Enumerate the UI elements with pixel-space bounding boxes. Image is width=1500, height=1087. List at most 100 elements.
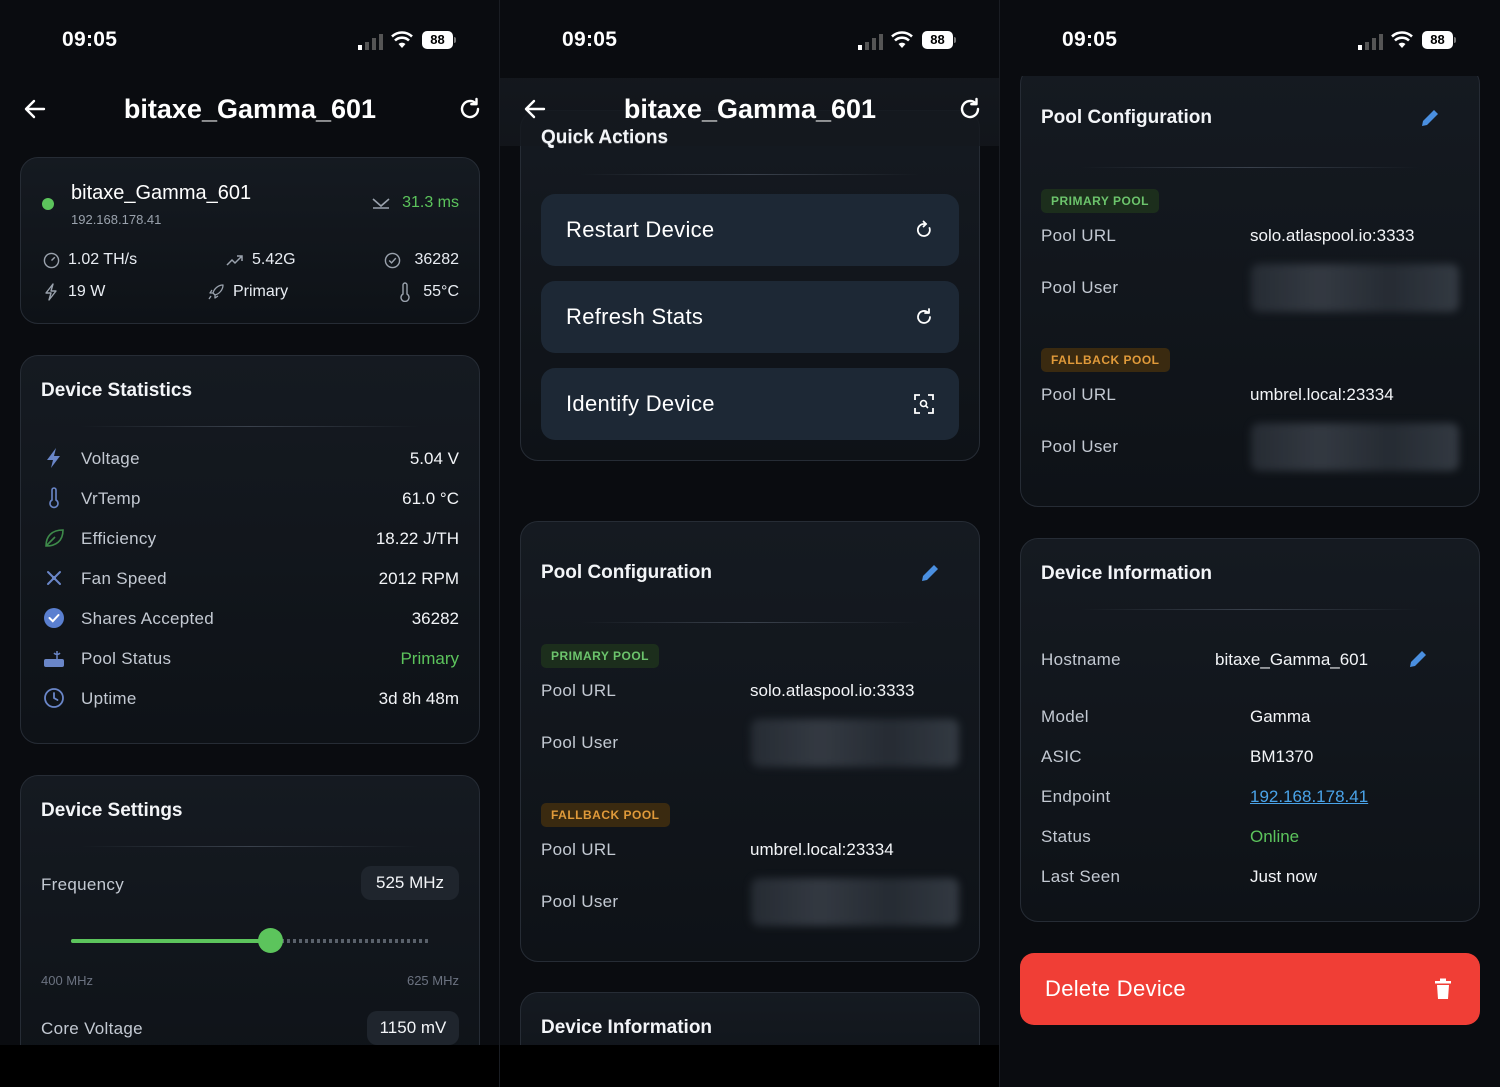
- stat-value: 36282: [411, 609, 459, 628]
- temp-value: 55°C: [423, 283, 459, 300]
- back-arrow-icon[interactable]: [522, 96, 548, 122]
- primary-pool-badge: PRIMARY POOL: [541, 644, 660, 668]
- refresh-icon[interactable]: [957, 96, 983, 122]
- shares-check-icon: [384, 252, 401, 269]
- status-time: 09:05: [1062, 28, 1118, 51]
- stat-label: Shares Accepted: [81, 609, 215, 628]
- device-summary-card[interactable]: bitaxe_Gamma_601 192.168.178.41 31.3 ms …: [20, 157, 480, 324]
- screen-info: Pool Configuration PRIMARY POOL Pool URL…: [1000, 0, 1500, 1087]
- gauge-icon: [43, 252, 60, 269]
- stat-label: Uptime: [81, 689, 137, 708]
- endpoint-label: Endpoint: [1041, 787, 1111, 806]
- header-overlay: [500, 78, 999, 146]
- signal-icon: [1358, 34, 1383, 50]
- stat-label: VrTemp: [81, 489, 141, 508]
- settings-title: Device Settings: [41, 800, 183, 821]
- online-dot: [42, 198, 54, 210]
- stat-value: 3d 8h 48m: [378, 689, 459, 708]
- delete-device-button[interactable]: Delete Device: [1020, 953, 1480, 1025]
- pool-url-label: Pool URL: [1041, 385, 1117, 404]
- frequency-value: 525 MHz: [361, 866, 459, 900]
- pool-url-label: Pool URL: [1041, 226, 1117, 245]
- device-statistics-card: Device Statistics Voltage 5.04 V VrTemp …: [20, 355, 480, 744]
- frequency-label: Frequency: [41, 875, 125, 894]
- pool-url-label: Pool URL: [541, 681, 617, 700]
- refresh-icon: [917, 308, 931, 324]
- fallback-pool-url: umbrel.local:23334: [750, 840, 894, 859]
- asic-label: ASIC: [1041, 747, 1082, 766]
- edit-hostname-icon[interactable]: [1407, 648, 1429, 670]
- model-label: Model: [1041, 707, 1089, 726]
- endpoint-link[interactable]: 192.168.178.41: [1250, 787, 1369, 806]
- hashrate-value: 1.02 TH/s: [68, 251, 138, 268]
- pool-user-redacted: [751, 719, 959, 767]
- stat-label: Pool Status: [81, 649, 172, 668]
- status-time: 09:05: [62, 28, 118, 51]
- refresh-stats-button[interactable]: Refresh Stats: [541, 281, 959, 353]
- hostname-value: bitaxe_Gamma_601: [1215, 650, 1369, 669]
- trash-icon: [1435, 978, 1451, 999]
- divider: [581, 174, 919, 175]
- divider: [81, 426, 419, 427]
- summary-ip: 192.168.178.41: [71, 212, 162, 227]
- stat-value: 61.0 °C: [402, 489, 459, 508]
- page-title: bitaxe_Gamma_601: [623, 94, 877, 124]
- signal-icon: [358, 34, 383, 50]
- wifi-icon: [1391, 31, 1413, 48]
- core-voltage-label: Core Voltage: [41, 1019, 143, 1038]
- clock-icon: [44, 688, 64, 708]
- power-value: 19 W: [68, 283, 106, 300]
- pool-user-label: Pool User: [541, 733, 619, 752]
- pool-configuration-card: Pool Configuration PRIMARY POOL Pool URL…: [1020, 66, 1480, 507]
- edit-pencil-icon[interactable]: [1419, 107, 1441, 129]
- screen-overview: 09:05 88 bitaxe_Gamma_601 bitaxe_Gamma_6…: [0, 0, 500, 1087]
- frequency-slider-fill: [71, 939, 270, 943]
- latency-icon: [372, 198, 390, 209]
- last-seen-label: Last Seen: [1041, 867, 1121, 886]
- restart-device-button[interactable]: Restart Device: [541, 194, 959, 266]
- stat-label: Voltage: [81, 449, 140, 468]
- wifi-icon: [391, 31, 413, 48]
- status-bar: 09:05 88: [1000, 0, 1500, 76]
- quick-actions-title-overlay: Quick Actions: [541, 127, 669, 148]
- stat-value: Primary: [400, 649, 459, 668]
- primary-pool-badge: PRIMARY POOL: [1041, 189, 1160, 213]
- edit-pencil-icon[interactable]: [919, 562, 941, 584]
- pool-user-redacted: [1251, 264, 1459, 312]
- temp-icon: [400, 282, 410, 302]
- pool-config-title: Pool Configuration: [1041, 107, 1212, 128]
- back-arrow-icon[interactable]: [22, 96, 48, 122]
- primary-pool-url: solo.atlaspool.io:3333: [750, 681, 915, 700]
- divider: [1081, 167, 1419, 168]
- pool-user-redacted: [1251, 423, 1459, 471]
- latency-value: 31.3 ms: [402, 194, 459, 211]
- fan-icon: [47, 571, 61, 585]
- divider: [81, 846, 419, 847]
- primary-pool-url: solo.atlaspool.io:3333: [1250, 226, 1415, 245]
- check-circle-icon: [44, 608, 64, 628]
- frequency-slider-thumb[interactable]: [258, 928, 283, 953]
- bolt-icon: [47, 448, 60, 468]
- router-icon: [44, 651, 64, 667]
- asic-value: BM1370: [1250, 747, 1314, 766]
- shares-value: 36282: [414, 251, 460, 268]
- page-title: bitaxe_Gamma_601: [123, 94, 377, 124]
- status-bar: 09:05 88: [0, 0, 499, 80]
- refresh-icon[interactable]: [457, 96, 483, 122]
- status-bar: 09:05 88: [500, 0, 999, 80]
- stat-value: 5.04 V: [409, 449, 459, 468]
- rocket-icon: [208, 284, 224, 300]
- pool-value: Primary: [233, 283, 289, 300]
- status-label: Status: [1041, 827, 1091, 846]
- pool-url-label: Pool URL: [541, 840, 617, 859]
- statistics-title: Device Statistics: [41, 380, 193, 401]
- screen-actions: 09:05 88 Quick Actions Restart Device Re…: [500, 0, 1000, 1087]
- core-voltage-value: 1150 mV: [367, 1011, 459, 1045]
- pool-config-title: Pool Configuration: [541, 562, 712, 583]
- identify-device-button[interactable]: Identify Device: [541, 368, 959, 440]
- thermometer-icon: [49, 487, 59, 509]
- pool-user-label: Pool User: [1041, 437, 1119, 456]
- device-settings-card: Device Settings Frequency 525 MHz 400 MH…: [20, 775, 480, 1087]
- battery-icon: 88: [1422, 31, 1456, 49]
